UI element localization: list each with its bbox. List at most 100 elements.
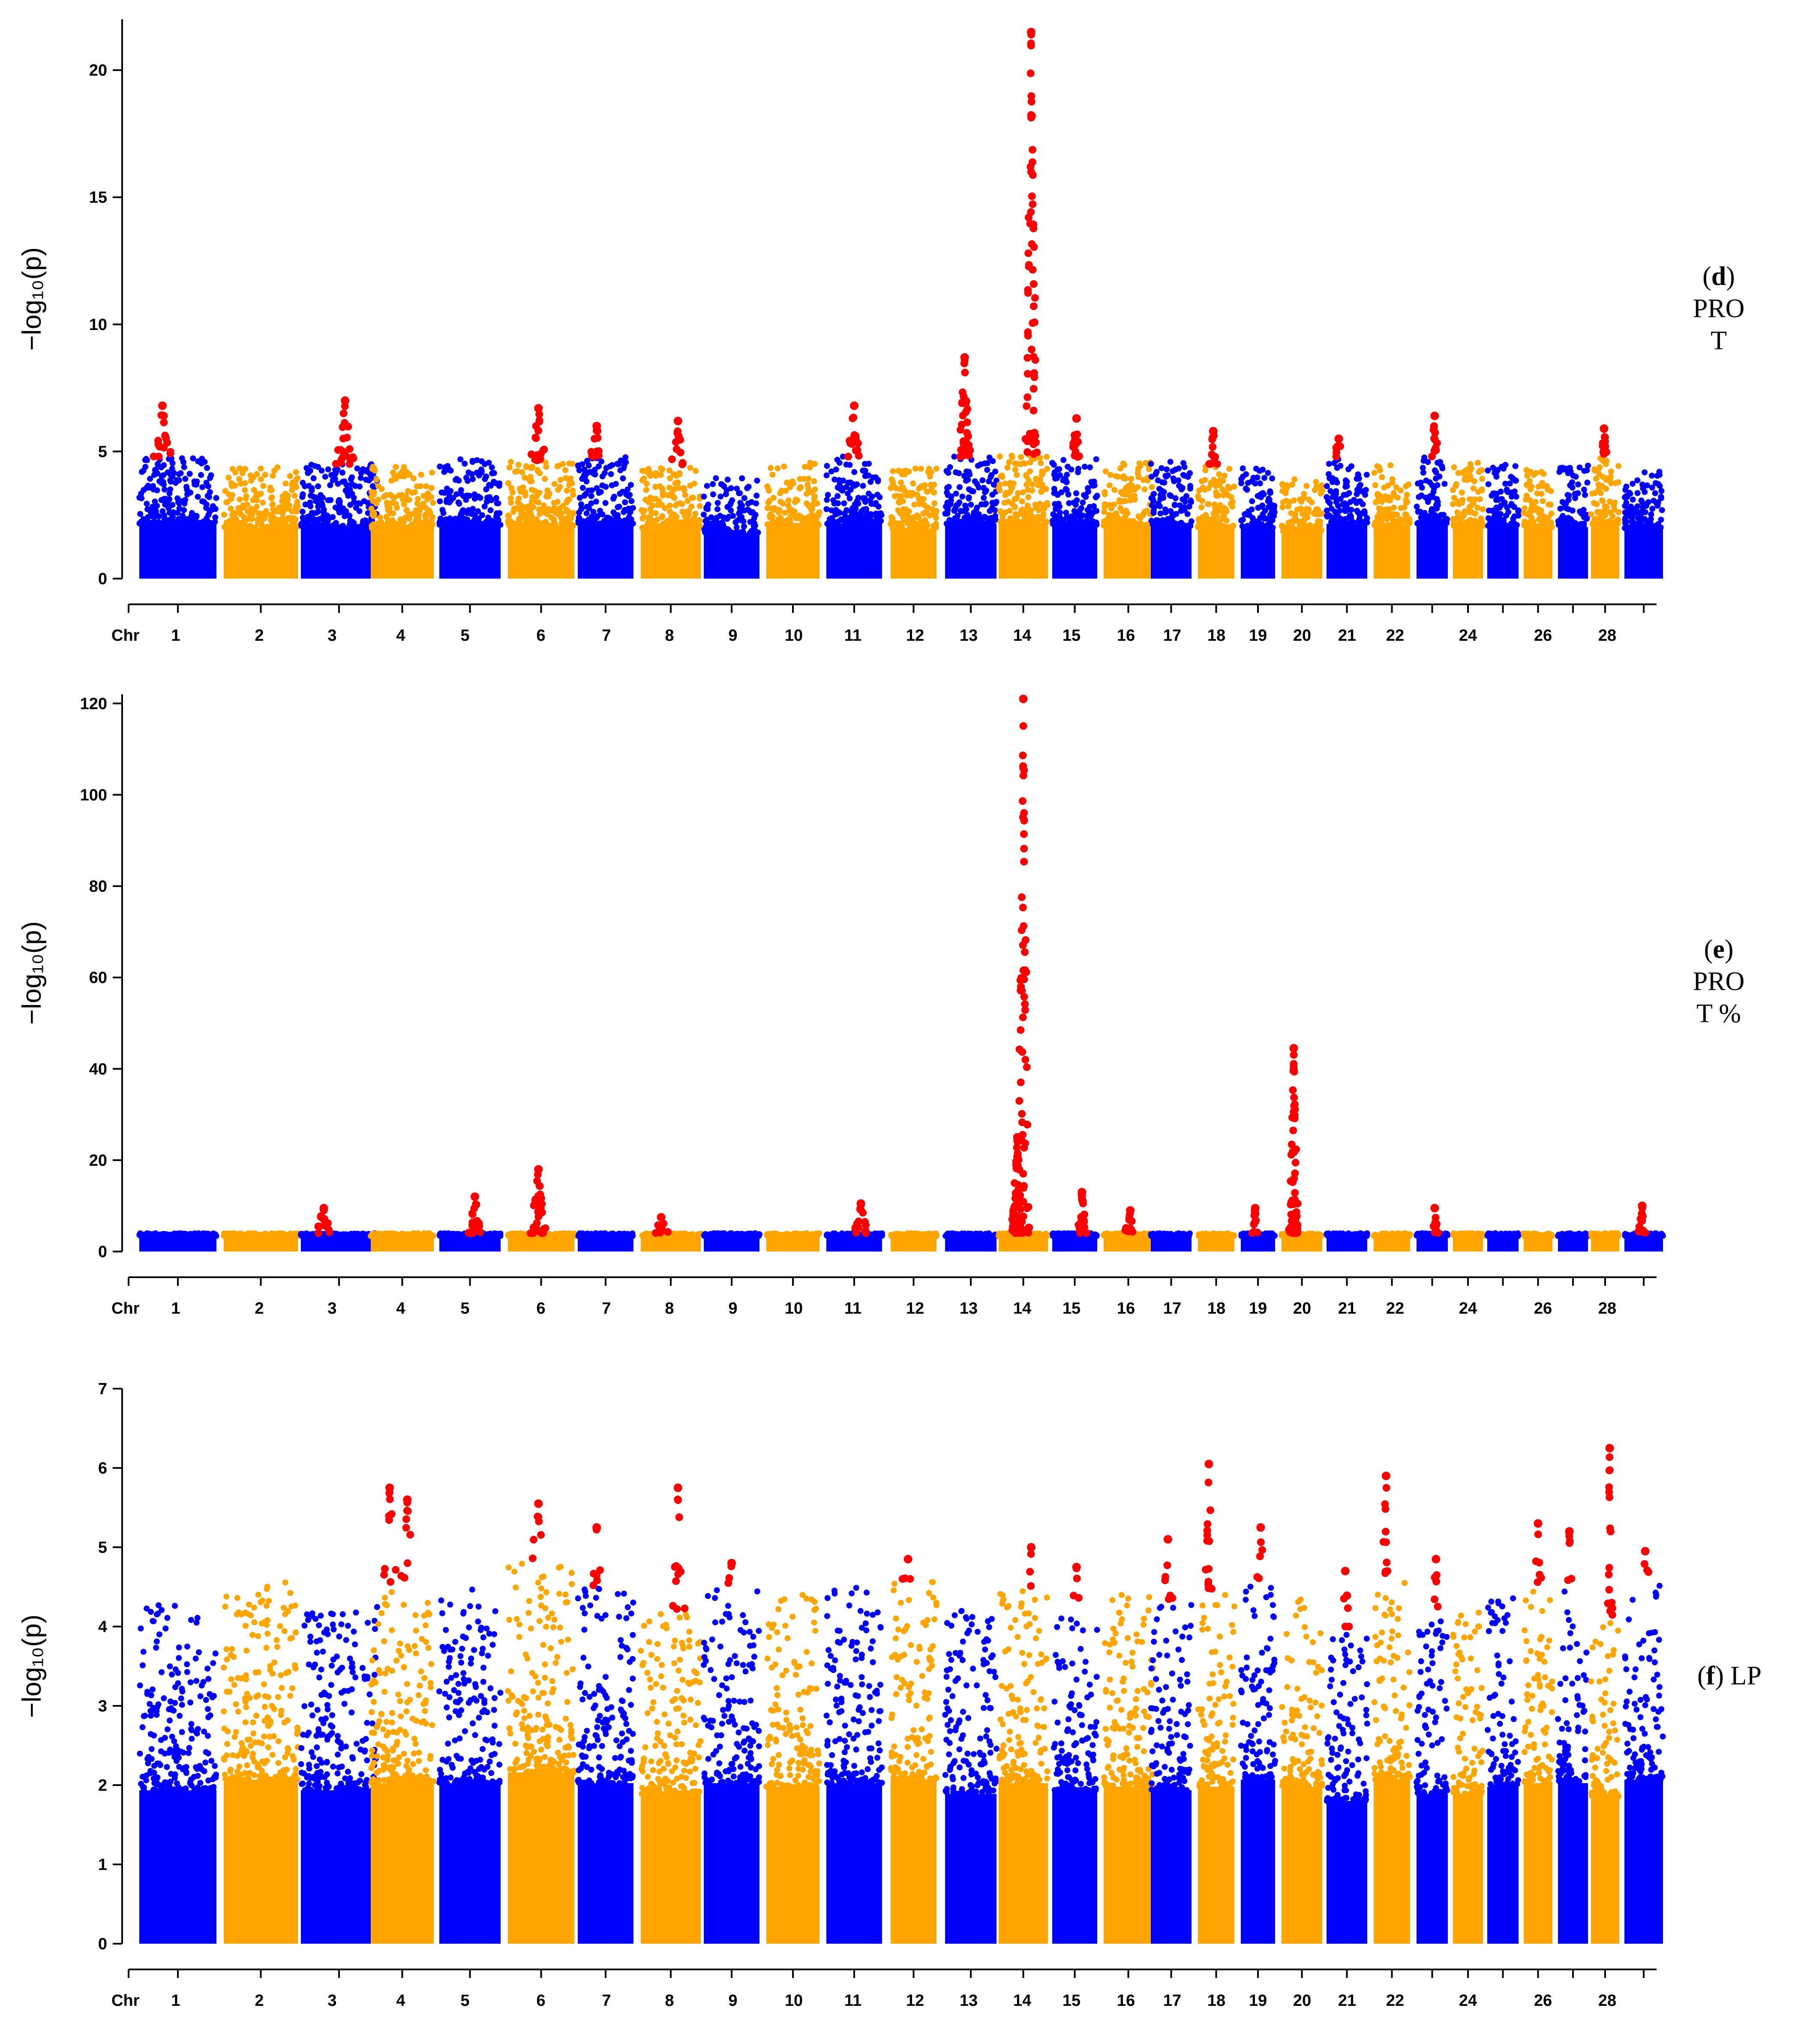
chr-10-snp (780, 500, 786, 507)
chr-5-snp (453, 491, 460, 498)
significant-snp (539, 446, 547, 454)
chr-17-snp (1160, 493, 1166, 499)
chr-3-snp (336, 498, 343, 504)
chr-14-snp (1024, 502, 1031, 509)
chr-15-snp (1060, 457, 1067, 463)
chr-16-snp (1101, 509, 1108, 515)
chr-27-snp (1570, 472, 1576, 479)
chr-16-snp (1141, 486, 1148, 492)
chr-1-snp (177, 470, 184, 477)
significant-snp (1213, 460, 1221, 468)
chr-2-snp (260, 499, 266, 506)
chr-16-snp (1117, 499, 1123, 505)
chr-2-snp (222, 488, 228, 494)
chr-2-snp (283, 501, 289, 507)
chr-16-snp (1111, 487, 1118, 493)
chr-5-snp (475, 508, 481, 514)
chr-20-snp (1301, 495, 1307, 501)
chr-19-snp (1265, 470, 1271, 476)
chr-10-snp (806, 503, 812, 509)
chr-13-snp (982, 460, 988, 467)
chr-23-snp (1424, 520, 1430, 527)
chr-19-snp (1257, 480, 1263, 486)
significant-snp (956, 453, 964, 461)
chr-6-snp (538, 521, 544, 528)
chr-14-snp (1001, 519, 1007, 526)
significant-peak-chr-18 (1209, 427, 1218, 435)
chr-2-snp (221, 512, 227, 518)
chr-18-snp (1213, 483, 1219, 489)
chr-13-snp (988, 520, 995, 527)
chr-27-snp (1578, 510, 1585, 516)
chr-4-snp (410, 475, 417, 482)
significant-snp (1029, 200, 1037, 208)
chr-12-snp (933, 515, 939, 521)
chr-21-snp (1351, 497, 1357, 503)
chr-11-snp (843, 461, 849, 468)
chr-11-snp (852, 512, 858, 519)
chr-3-snp (316, 502, 322, 508)
chr-12-snp (920, 510, 926, 517)
chr-3-snp-body (301, 527, 377, 579)
chr-28-snp (1591, 500, 1597, 506)
chr-5-snp (491, 470, 497, 476)
chr-15-snp (1087, 464, 1093, 471)
chr-26-snp (1523, 467, 1530, 473)
chr-7-snp (609, 482, 615, 489)
chr-1-snp (154, 503, 160, 509)
y-axis-label: −log₁₀(p) (17, 247, 47, 351)
chr-8-snp (696, 503, 703, 509)
chr-18-snp (1217, 477, 1224, 483)
chr-21-snp (1364, 515, 1370, 521)
chr-9-snp (734, 486, 740, 492)
x-axis-chr-label: Chr (111, 627, 140, 645)
chr-19-snp (1254, 474, 1261, 481)
chr-1-snp (181, 1233, 187, 1239)
chr-2-snp (223, 499, 230, 505)
chr-6-snp (542, 476, 548, 482)
x-tick-label: 9 (728, 627, 737, 645)
chr-20-snp (1294, 507, 1300, 513)
chr-14-snp (1018, 454, 1024, 460)
chr-4-snp (368, 505, 375, 512)
chr-6-snp (557, 483, 563, 490)
chr-29-snp (1648, 511, 1654, 518)
chr-4-snp (372, 467, 378, 474)
chr-29-snp-body (1624, 528, 1663, 579)
chr-3-snp (354, 465, 360, 471)
significant-snp (1028, 240, 1036, 248)
chr-8-snp (681, 487, 687, 493)
chr-26-snp (1546, 501, 1552, 508)
significant-snp (668, 455, 676, 463)
x-tick-label: 6 (536, 627, 545, 645)
chr-3-snp (343, 482, 350, 488)
chr-16-snp (1113, 473, 1119, 479)
chr-10-snp-body (766, 526, 819, 579)
significant-snp (1027, 92, 1036, 100)
chr-18-snp (1198, 504, 1205, 510)
chr-1-snp (174, 510, 181, 516)
chr-14-snp (1021, 519, 1027, 525)
chr-8-snp (667, 491, 674, 498)
chr-3-snp (321, 507, 327, 513)
chr-17-snp (1150, 507, 1157, 513)
significant-snp (675, 432, 683, 440)
chr-6-snp (520, 484, 526, 491)
chr-10-snp (764, 505, 771, 511)
chr-3-snp (306, 513, 312, 519)
chr-7-snp (610, 509, 617, 516)
significant-snp (1031, 356, 1039, 364)
chr-1-snp (151, 472, 157, 478)
chr-4-snp (384, 499, 390, 506)
x-tick-label: 21 (1338, 627, 1356, 645)
chr-14-snp (1019, 506, 1026, 513)
significant-peak-chr-21 (1334, 434, 1343, 443)
chr-4-snp (405, 488, 411, 494)
chr-5-snp (486, 519, 492, 526)
chr-10-snp (774, 465, 781, 471)
chr-17-snp (1181, 523, 1187, 529)
chr-17-snp (1176, 483, 1182, 489)
chr-8-snp (675, 479, 681, 486)
chr-3-snp (368, 475, 374, 481)
chr-13-snp (956, 470, 962, 476)
